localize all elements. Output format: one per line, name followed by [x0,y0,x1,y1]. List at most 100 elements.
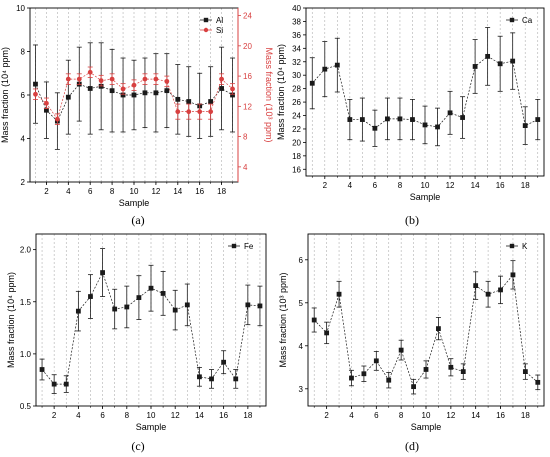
x-tick-label: 14 [471,181,480,190]
data-point [422,122,428,128]
legend-label: Ca [522,16,533,25]
data-point [208,109,214,115]
data-point [485,291,491,297]
data-point [63,381,69,387]
data-point [435,124,440,130]
data-point [87,86,93,91]
data-point [197,109,203,115]
x-tick-label: 2 [44,187,49,196]
data-point [87,69,93,75]
y-tick-label: 4 [299,342,304,351]
data-point [109,76,115,82]
data-point [175,109,181,115]
y-tick-label: 6 [299,256,304,265]
x-tick-label: 16 [195,187,204,196]
x-tick-label: 12 [171,411,180,420]
legend-label: Fe [244,242,254,251]
legend-marker [203,17,209,23]
data-point [33,91,38,97]
y-tick-label: 3 [299,385,304,394]
legend-label: Al [216,16,223,25]
y-tick-label: 40 [292,4,301,13]
data-point [472,64,478,69]
x-tick-label: 16 [496,411,505,420]
x-tick-label: 14 [195,411,204,420]
data-point [311,317,317,323]
data-point [65,76,71,82]
data-point [148,285,154,291]
x-tick-label: 18 [217,187,226,196]
data-point [386,377,392,383]
data-point [184,302,190,308]
x-tick-label: 10 [421,181,430,190]
chart-panel-c: 2 4 6 8 10 12 14 16 18 0.5 1.0 1.5 2.0 Sample Mass fra… [6,233,267,432]
x-tick-label: 4 [349,411,354,420]
legend-label: K [522,242,528,251]
data-point [160,291,166,296]
x-tick-label: 2 [52,411,57,420]
y-tick-label: 18 [292,152,301,161]
data-point [109,88,115,94]
data-point [448,364,454,370]
data-point [230,86,235,92]
data-point [245,302,251,308]
data-point [336,291,342,297]
data-point [349,375,354,381]
data-point [33,81,38,87]
data-point [153,90,159,96]
data-point [423,367,429,372]
data-point [88,294,93,299]
legend-marker [509,243,515,249]
y-tick-label: 24 [292,112,301,121]
x-axis-title: Sample [411,422,442,432]
x-tick-label: 14 [471,411,480,420]
x-tick-label: 10 [422,411,431,420]
x-tick-label: 18 [243,411,252,420]
x-tick-label: 8 [110,187,115,196]
data-point [164,78,170,84]
y-tick-label: 6 [21,91,26,100]
y-tick-label: 22 [292,125,301,134]
y-right-axis-title: Mass fraction (10³ ppm) [264,47,274,142]
data-point [98,78,104,84]
data-point [131,82,137,88]
y-tick-label: 28 [292,85,301,94]
y-tick-label: 20 [292,138,301,147]
data-point [197,374,202,380]
y-right-tick-label: 20 [243,42,252,51]
data-point [208,99,214,104]
y-tick-label: 4 [21,135,26,144]
y-tick-label: 30 [292,71,301,80]
y-right-tick-label: 16 [243,72,252,81]
data-point [535,379,541,385]
data-point [347,117,353,122]
y-tick-label: 2 [21,178,26,187]
panel-label-b: (b) [405,213,419,227]
data-point [39,367,45,372]
data-point [164,88,170,94]
x-axis-title: Sample [410,192,441,202]
data-point [498,287,503,293]
data-point [230,92,235,98]
y-tick-label: 1.5 [20,298,32,307]
y-tick-label: 0.5 [20,402,32,411]
x-tick-label: 4 [348,181,353,190]
data-point [309,80,315,86]
data-point [44,100,49,106]
x-tick-label: 12 [446,181,455,190]
x-tick-label: 4 [76,411,81,420]
data-point [75,308,81,314]
data-point [447,110,453,116]
x-tick-label: 4 [66,187,71,196]
data-point [221,359,227,365]
y-tick-label: 5 [299,299,304,308]
x-axis-title: Sample [119,198,150,208]
x-tick-label: 6 [100,411,105,420]
y-tick-label: 2.0 [20,246,32,255]
y-tick-label: 1.0 [20,350,32,359]
data-point [209,376,214,382]
data-point [100,270,105,275]
panel-label-a: (a) [131,213,144,227]
